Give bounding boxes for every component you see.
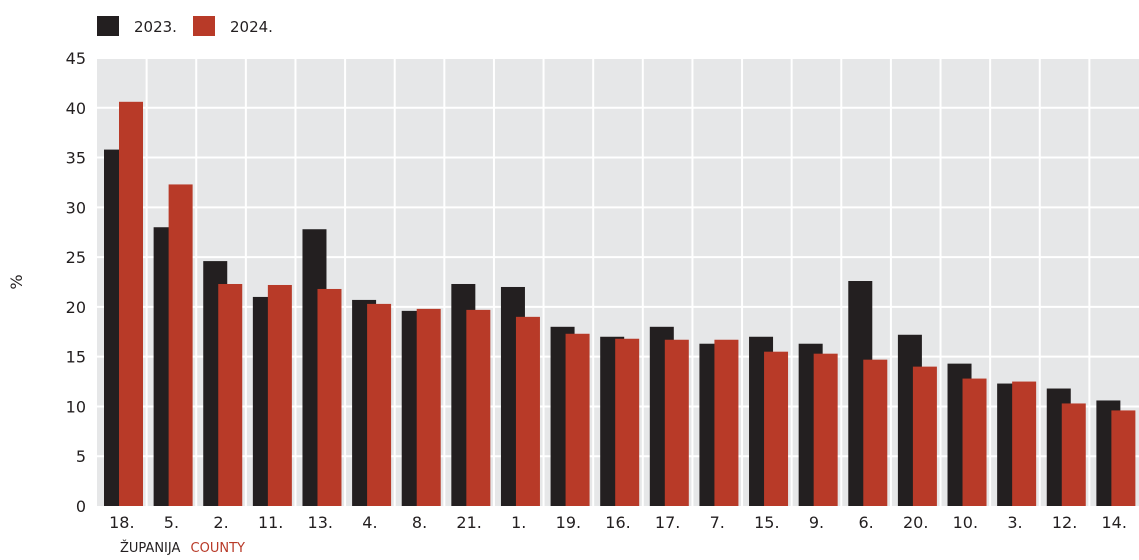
x-tick-label: 9. (809, 513, 824, 532)
x-tick-label: 12. (1052, 513, 1077, 532)
bar-2024-3 (1012, 381, 1037, 506)
y-tick-label: 10 (66, 397, 86, 416)
bar-2024-13 (317, 288, 342, 506)
bar-2024-21 (466, 309, 491, 506)
bar-2024-5 (168, 184, 193, 507)
bar-2024-19 (565, 333, 590, 506)
x-tick-label: 8. (412, 513, 427, 532)
y-tick-label: 0 (76, 497, 86, 516)
x-tick-label: 4. (362, 513, 377, 532)
bar-2024-14 (1111, 410, 1136, 506)
y-tick-label: 15 (66, 348, 86, 367)
legend-swatch (193, 16, 215, 36)
bar-2024-16 (615, 338, 640, 506)
y-axis-label: % (7, 274, 26, 289)
bar-2024-17 (664, 339, 689, 506)
x-tick-label: 11. (258, 513, 283, 532)
x-tick-label: 7. (710, 513, 725, 532)
y-tick-label: 5 (76, 447, 86, 466)
y-tick-label: 30 (66, 198, 86, 217)
legend-swatch (97, 16, 119, 36)
x-axis-label-primary: ŽUPANIJA (120, 540, 180, 556)
x-tick-label: 14. (1101, 513, 1126, 532)
bar-2024-6 (863, 359, 888, 506)
x-axis-label: ŽUPANIJA COUNTY (120, 540, 245, 556)
x-tick-label: 16. (605, 513, 630, 532)
y-tick-label: 35 (66, 149, 86, 168)
y-tick-label: 40 (66, 99, 86, 118)
bar-2024-8 (416, 308, 441, 506)
bar-2024-18 (119, 101, 143, 506)
x-tick-label: 1. (511, 513, 526, 532)
bar-2024-12 (1061, 403, 1086, 506)
x-tick-label: 17. (655, 513, 680, 532)
x-tick-label: 18. (109, 513, 134, 532)
y-tick-label: 25 (66, 248, 86, 267)
bar-2024-7 (714, 339, 739, 506)
x-tick-label: 13. (308, 513, 333, 532)
x-tick-label: 2. (213, 513, 228, 532)
bar-2024-15 (764, 351, 789, 506)
bar-2024-1 (515, 316, 540, 506)
bar-2024-4 (367, 303, 392, 506)
x-tick-label: 5. (164, 513, 179, 532)
y-tick-label: 20 (66, 298, 86, 317)
legend-label: 2023. (134, 18, 177, 36)
x-tick-label: 20. (903, 513, 928, 532)
bar-2024-9 (813, 353, 838, 506)
legend-label: 2024. (230, 18, 273, 36)
bar-2024-11 (267, 284, 292, 506)
x-tick-label: 21. (456, 513, 481, 532)
x-tick-label: 10. (953, 513, 978, 532)
bar-2024-20 (912, 366, 937, 506)
x-tick-label: 19. (556, 513, 581, 532)
x-axis-label-secondary: COUNTY (191, 541, 245, 556)
x-tick-label: 6. (858, 513, 873, 532)
y-tick-label: 45 (66, 49, 86, 68)
bar-2024-2 (218, 283, 243, 506)
x-tick-label: 15. (754, 513, 779, 532)
x-tick-label: 3. (1007, 513, 1022, 532)
bar-2024-10 (962, 378, 987, 506)
